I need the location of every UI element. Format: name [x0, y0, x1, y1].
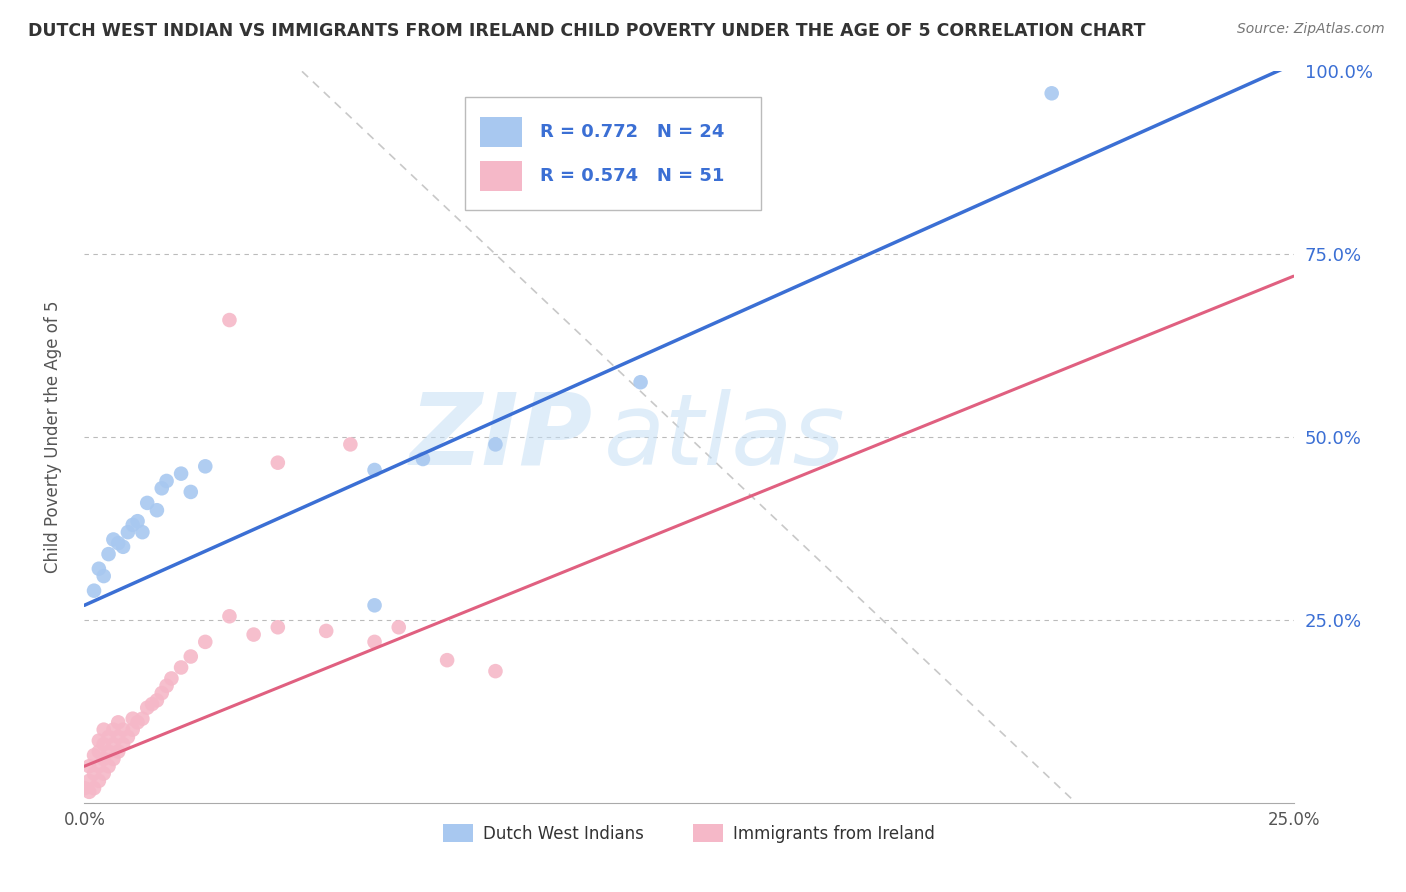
Point	[363, 635, 385, 649]
Text: ZIP: ZIP	[409, 389, 592, 485]
Y-axis label: Child Poverty Under the Age of 5: Child Poverty Under the Age of 5	[44, 301, 62, 574]
Point	[121, 723, 143, 737]
FancyBboxPatch shape	[479, 161, 522, 191]
Text: R = 0.772   N = 24: R = 0.772 N = 24	[540, 123, 724, 141]
Point	[170, 467, 193, 481]
Point	[73, 781, 96, 796]
FancyBboxPatch shape	[479, 118, 522, 146]
Point	[412, 452, 434, 467]
Text: DUTCH WEST INDIAN VS IMMIGRANTS FROM IRELAND CHILD POVERTY UNDER THE AGE OF 5 CO: DUTCH WEST INDIAN VS IMMIGRANTS FROM IRE…	[28, 22, 1146, 40]
Point	[107, 745, 129, 759]
Point	[87, 733, 110, 747]
Point	[97, 759, 120, 773]
Point	[93, 752, 115, 766]
Point	[484, 664, 506, 678]
Point	[339, 437, 361, 451]
Point	[83, 781, 105, 796]
Point	[150, 481, 173, 495]
Point	[77, 785, 100, 799]
Point	[150, 686, 173, 700]
Point	[87, 759, 110, 773]
Point	[155, 679, 177, 693]
Point	[103, 723, 125, 737]
Point	[155, 474, 177, 488]
Point	[83, 748, 105, 763]
Point	[436, 653, 458, 667]
Point	[170, 660, 193, 674]
Point	[160, 672, 183, 686]
Point	[242, 627, 264, 641]
Point	[218, 609, 240, 624]
Point	[363, 599, 385, 613]
Point	[136, 700, 159, 714]
Point	[77, 773, 100, 788]
Point	[97, 547, 120, 561]
Point	[103, 737, 125, 751]
Point	[103, 533, 125, 547]
Point	[180, 649, 202, 664]
Point	[87, 745, 110, 759]
Point	[484, 437, 506, 451]
Point	[77, 759, 100, 773]
Point	[315, 624, 337, 638]
Point	[103, 752, 125, 766]
Point	[363, 463, 385, 477]
Text: R = 0.574   N = 51: R = 0.574 N = 51	[540, 167, 724, 185]
Point	[127, 514, 149, 528]
Point	[131, 525, 153, 540]
Point	[131, 712, 153, 726]
Point	[121, 517, 143, 532]
Point	[267, 620, 290, 634]
Point	[121, 712, 143, 726]
Point	[146, 503, 169, 517]
Point	[180, 485, 202, 500]
Point	[218, 313, 240, 327]
Point	[107, 730, 129, 744]
Point	[93, 737, 115, 751]
Point	[112, 737, 135, 751]
Point	[146, 693, 169, 707]
Point	[388, 620, 411, 634]
Point	[97, 730, 120, 744]
Point	[107, 536, 129, 550]
Point	[267, 456, 290, 470]
Point	[83, 583, 105, 598]
Point	[87, 773, 110, 788]
Point	[117, 525, 139, 540]
Point	[93, 569, 115, 583]
Point	[97, 745, 120, 759]
FancyBboxPatch shape	[465, 97, 762, 211]
Point	[107, 715, 129, 730]
Point	[87, 562, 110, 576]
Point	[93, 766, 115, 780]
Point	[1040, 87, 1063, 101]
Point	[83, 766, 105, 780]
Point	[112, 540, 135, 554]
Text: Source: ZipAtlas.com: Source: ZipAtlas.com	[1237, 22, 1385, 37]
Point	[117, 730, 139, 744]
Text: atlas: atlas	[605, 389, 846, 485]
Point	[93, 723, 115, 737]
Point	[194, 635, 217, 649]
Point	[136, 496, 159, 510]
Legend: Dutch West Indians, Immigrants from Ireland: Dutch West Indians, Immigrants from Irel…	[436, 818, 942, 849]
Point	[112, 723, 135, 737]
Point	[141, 697, 163, 711]
Point	[194, 459, 217, 474]
Point	[630, 376, 652, 390]
Point	[127, 715, 149, 730]
